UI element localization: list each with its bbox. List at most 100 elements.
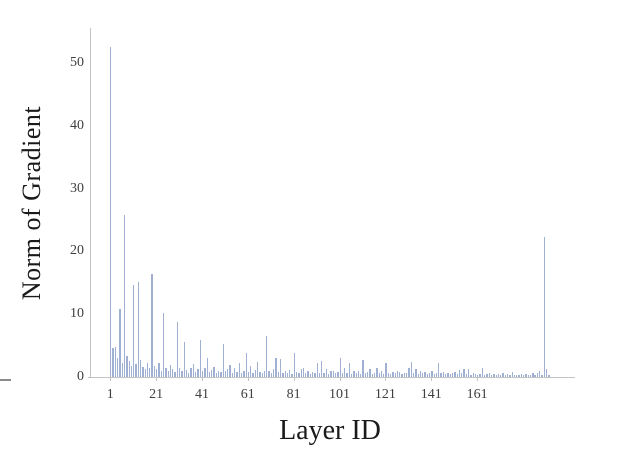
- bar: [403, 372, 406, 377]
- y-tick-label: 20: [70, 243, 84, 259]
- bar: [479, 373, 481, 377]
- bar: [151, 274, 153, 377]
- x-axis-line: [88, 377, 575, 378]
- bar: [325, 369, 328, 377]
- bar: [295, 371, 298, 377]
- y-tick-label: 30: [70, 180, 84, 196]
- bar: [263, 370, 266, 377]
- bar: [447, 373, 449, 377]
- bar: [344, 367, 346, 377]
- bar: [394, 373, 396, 377]
- bar: [525, 373, 527, 377]
- bar: [488, 373, 490, 377]
- bar: [458, 370, 461, 377]
- bar: [451, 373, 454, 377]
- y-tick-label: 50: [70, 55, 84, 70]
- bar: [385, 363, 387, 377]
- bar: [334, 373, 337, 377]
- bar: [351, 373, 353, 377]
- bar: [222, 343, 224, 377]
- bar: [117, 358, 119, 377]
- bar: [380, 371, 383, 377]
- bar: [529, 375, 532, 377]
- bar: [360, 373, 362, 377]
- bar: [490, 374, 493, 377]
- x-tick-mark: [385, 377, 387, 381]
- bar: [220, 371, 222, 377]
- bar: [337, 371, 339, 377]
- bar: [153, 366, 156, 377]
- x-tick-label: 161: [466, 387, 488, 402]
- bar: [273, 368, 275, 377]
- bar: [509, 374, 511, 377]
- bar: [440, 372, 442, 377]
- bar: [137, 281, 140, 377]
- bar: [140, 360, 142, 377]
- bar: [286, 372, 289, 377]
- bar: [238, 363, 240, 377]
- bar: [195, 371, 197, 377]
- bar: [472, 373, 474, 377]
- bar: [454, 371, 456, 377]
- bar: [169, 365, 172, 377]
- bar: [119, 309, 121, 377]
- bar: [133, 285, 135, 377]
- bar: [486, 373, 488, 377]
- bar: [156, 369, 158, 377]
- bar: [142, 366, 144, 377]
- bar: [215, 372, 217, 377]
- bar: [417, 373, 419, 377]
- bar: [185, 370, 188, 377]
- x-tick-mark: [431, 377, 433, 381]
- bar: [236, 371, 238, 377]
- bar: [240, 373, 243, 377]
- bar: [500, 374, 502, 377]
- bar: [289, 370, 291, 377]
- bar: [165, 367, 167, 377]
- bar: [470, 374, 472, 377]
- bar: [502, 372, 504, 377]
- bar: [179, 368, 181, 377]
- bar: [188, 372, 190, 377]
- bar: [328, 373, 330, 377]
- bar: [355, 372, 357, 377]
- bar: [321, 361, 323, 377]
- bar: [211, 370, 213, 377]
- bar: [252, 372, 254, 377]
- bar: [224, 371, 227, 377]
- bar: [548, 375, 550, 377]
- y-tick-label: 0: [77, 369, 84, 384]
- bar: [250, 365, 252, 377]
- bar: [160, 370, 162, 377]
- bar: [497, 373, 500, 377]
- bar: [399, 371, 401, 377]
- bar: [504, 374, 506, 377]
- bar: [300, 369, 302, 377]
- bar: [465, 373, 467, 377]
- x-tick-label: 81: [286, 387, 301, 402]
- bar: [376, 367, 378, 377]
- bar: [199, 339, 201, 377]
- bar: [254, 370, 256, 377]
- bar: [121, 363, 123, 377]
- bar: [270, 372, 273, 377]
- bar: [406, 373, 408, 377]
- bar: [247, 371, 250, 377]
- bar: [190, 367, 192, 377]
- bar: [463, 369, 465, 377]
- bar: [481, 367, 484, 377]
- x-tick-mark: [293, 377, 295, 381]
- bar: [378, 373, 380, 377]
- bar: [387, 372, 389, 377]
- bar: [401, 373, 403, 377]
- bar: [545, 368, 548, 377]
- bar: [371, 373, 373, 377]
- bar: [174, 371, 176, 377]
- bar: [520, 373, 523, 377]
- bar: [339, 358, 341, 377]
- bar: [305, 372, 307, 377]
- bar: [243, 370, 245, 377]
- bar: [135, 363, 137, 377]
- bar: [114, 346, 117, 377]
- bar: [541, 374, 543, 377]
